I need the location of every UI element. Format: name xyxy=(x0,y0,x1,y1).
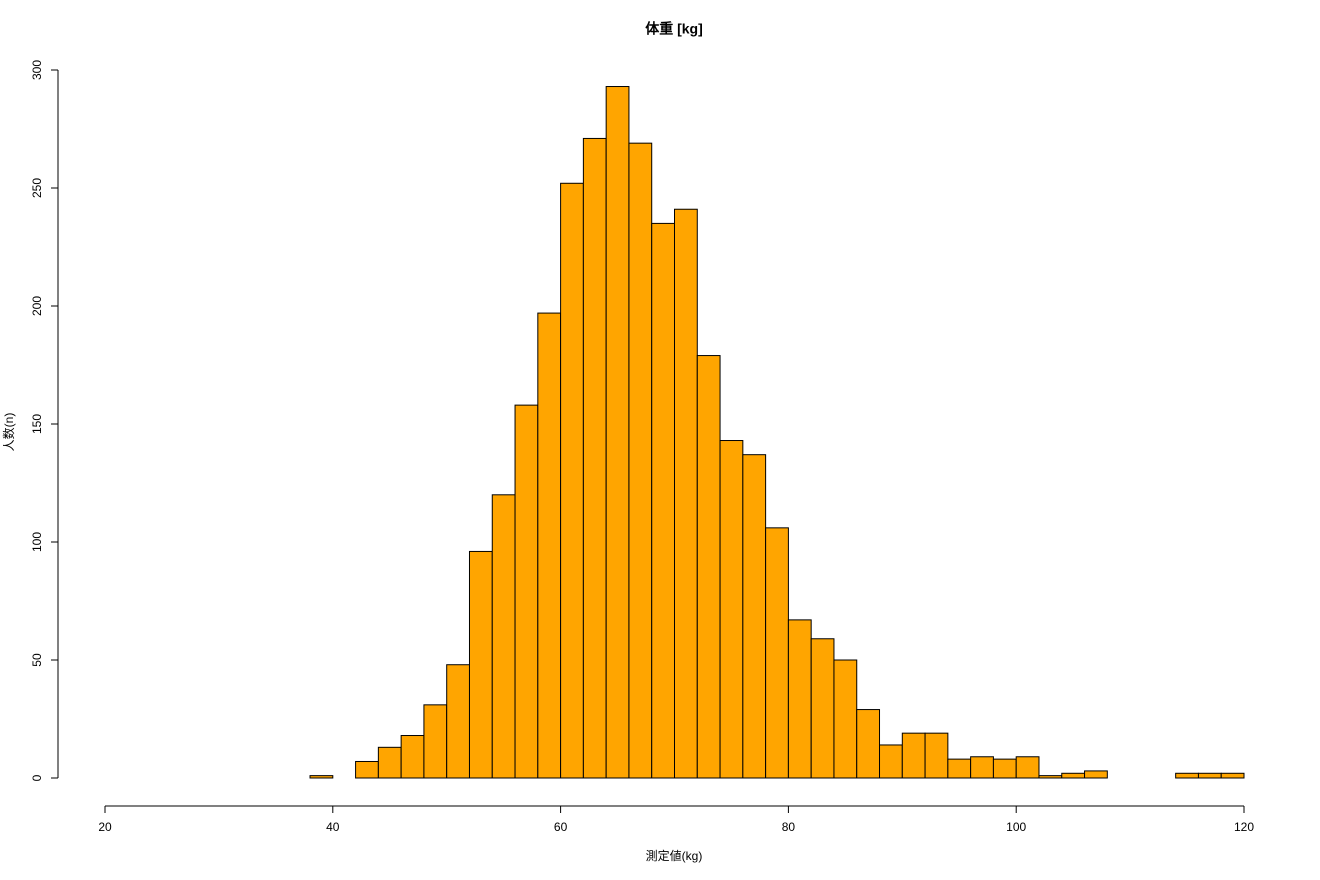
x-tick-label: 80 xyxy=(782,820,796,834)
x-tick-label: 60 xyxy=(554,820,568,834)
y-tick-label: 100 xyxy=(30,532,44,552)
bar xyxy=(765,527,789,779)
bar xyxy=(1197,772,1222,779)
y-axis-label: 人数(n) xyxy=(1,413,16,452)
bar xyxy=(423,704,448,779)
bar xyxy=(742,454,767,779)
bar xyxy=(696,355,721,779)
bar xyxy=(1015,756,1040,779)
bar xyxy=(468,550,493,779)
x-tick-label: 40 xyxy=(326,820,340,834)
y-tick-label: 0 xyxy=(30,774,44,781)
bar xyxy=(992,758,1017,779)
bar xyxy=(514,404,539,779)
bar xyxy=(1175,772,1199,779)
bar xyxy=(309,775,334,779)
bar xyxy=(377,746,402,779)
x-tick-label: 20 xyxy=(98,820,112,834)
bar xyxy=(355,760,379,779)
y-tick-label: 150 xyxy=(30,414,44,434)
y-tick-label: 300 xyxy=(30,60,44,80)
bar xyxy=(879,744,903,779)
y-tick-label: 200 xyxy=(30,296,44,316)
x-tick-label: 100 xyxy=(1006,820,1026,834)
bar xyxy=(582,137,607,779)
bar xyxy=(560,182,584,779)
bar xyxy=(856,709,881,779)
bar xyxy=(446,664,470,779)
bar xyxy=(787,619,812,779)
bar xyxy=(901,732,926,779)
bar xyxy=(924,732,949,779)
bar xyxy=(605,86,630,779)
bar xyxy=(1038,775,1063,779)
x-axis-label: 測定値(kg) xyxy=(646,848,703,863)
bar xyxy=(810,638,835,779)
bar xyxy=(491,494,516,779)
y-tick-label: 250 xyxy=(30,178,44,198)
bar xyxy=(970,756,994,779)
bar xyxy=(833,659,858,779)
bar xyxy=(628,142,653,779)
bar xyxy=(400,735,425,779)
y-tick-label: 50 xyxy=(30,653,44,667)
bar xyxy=(537,312,562,779)
bar xyxy=(719,440,744,779)
bar xyxy=(674,208,698,779)
bar xyxy=(1084,770,1108,779)
bar xyxy=(947,758,972,779)
bar xyxy=(651,222,675,779)
chart-title: 体重 [kg] xyxy=(645,21,703,37)
bar xyxy=(1220,772,1245,779)
x-tick-label: 120 xyxy=(1234,820,1254,834)
bar xyxy=(1061,772,1086,779)
